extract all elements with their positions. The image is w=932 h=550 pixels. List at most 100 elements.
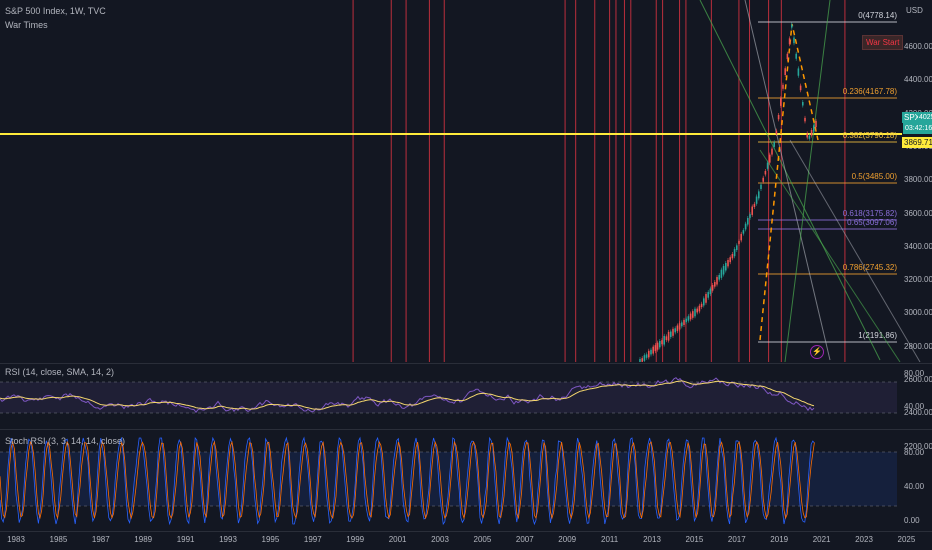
price-axis-label: 3200.00	[904, 275, 932, 285]
candle-body	[645, 354, 648, 358]
candle-body	[696, 308, 698, 313]
candle-body	[656, 342, 659, 350]
candle-body	[694, 308, 696, 317]
war-start-badge[interactable]: War Start	[862, 35, 904, 50]
time-axis-label: 1987	[91, 535, 110, 544]
countdown-tag: 03:42:16	[903, 123, 932, 134]
pane-separator[interactable]	[0, 429, 932, 430]
pane-separator[interactable]	[0, 531, 932, 532]
candle-body	[808, 135, 811, 139]
candle-body	[784, 68, 786, 75]
candle-body	[780, 98, 782, 106]
fib-level-label: 0(4778.14)	[858, 11, 897, 20]
price-pane[interactable]: S&P 500 Index, 1W, TVC War Times USD War…	[0, 0, 932, 451]
time-axis-label: 1993	[219, 535, 237, 544]
candle-body	[766, 162, 769, 169]
candle-body	[639, 359, 641, 362]
candle-body	[806, 133, 808, 138]
symbol-title[interactable]: S&P 500 Index, 1W, TVC	[5, 6, 106, 16]
indicator-title[interactable]: War Times	[5, 20, 48, 30]
candle-body	[648, 350, 650, 358]
candle-body	[742, 230, 745, 234]
time-axis-label: 2015	[685, 535, 704, 544]
fib-level-label: 0.786(2745.32)	[842, 263, 897, 272]
stoch-axis-0: 0.00	[904, 516, 920, 525]
pane-separator[interactable]	[0, 363, 932, 364]
rsi-pane[interactable]: RSI (14, close, SMA, 14, 2) 80.00 40.00	[0, 364, 932, 428]
candle-body	[777, 114, 780, 120]
candle-body	[678, 323, 681, 330]
candle-body	[738, 240, 740, 244]
fib-level-label: 0.65(3097.06)	[847, 218, 897, 227]
candle-body	[744, 223, 747, 230]
trendline	[759, 149, 901, 362]
fib-level-label: 1(2191.86)	[858, 331, 897, 340]
price-axis-label: 3000.00	[904, 308, 932, 318]
candle-body	[716, 277, 718, 285]
candle-body	[683, 319, 685, 325]
candle-body	[674, 328, 676, 333]
candle-body	[659, 340, 661, 348]
lightning-icon[interactable]: ⚡	[810, 345, 824, 359]
stoch-rsi-pane[interactable]: Stoch RSI (3, 3, 14, 14, close) 80.00 40…	[0, 430, 932, 532]
candle-body	[676, 325, 679, 332]
stoch-k-line	[0, 436, 815, 526]
price-axis-label: 2600.00	[904, 375, 932, 384]
candle-body	[689, 313, 692, 320]
candle-body	[775, 130, 778, 135]
time-axis-label: 1985	[49, 535, 68, 544]
time-axis-label: 2005	[473, 535, 492, 544]
candle-body	[667, 331, 670, 341]
candle-body	[700, 303, 703, 308]
time-axis-label: 2003	[431, 535, 449, 544]
symbol-tag: SPX	[902, 112, 923, 123]
candle-body	[782, 84, 784, 89]
fib-level-label: 0.236(4167.78)	[842, 87, 897, 96]
price-axis-label: 2800.00	[904, 341, 932, 351]
rsi-chart[interactable]	[0, 364, 932, 428]
candle-body	[663, 335, 665, 345]
candle-body	[654, 345, 657, 352]
rsi-ma-line	[0, 380, 815, 410]
candle-body	[815, 120, 817, 128]
time-axis-label: 2017	[727, 535, 746, 544]
trendline	[744, 0, 831, 361]
candle-body	[698, 305, 701, 312]
rsi-title[interactable]: RSI (14, close, SMA, 14, 2)	[5, 367, 115, 377]
time-axis-label: 2019	[770, 535, 789, 544]
candle-body	[733, 249, 736, 257]
price-axis-label: 3800.00	[904, 175, 932, 185]
candle-body	[652, 346, 654, 354]
time-axis-label: 1997	[303, 535, 322, 544]
time-axis-label: 1999	[346, 535, 365, 544]
price-axis-label: 3400.00	[904, 241, 932, 251]
candles	[639, 22, 817, 362]
stoch-axis-80: 80.00	[904, 448, 925, 457]
candle-body	[795, 53, 797, 59]
candle-body	[791, 24, 793, 28]
candle-body	[804, 117, 806, 122]
candle-body	[747, 218, 749, 225]
stoch-title[interactable]: Stoch RSI (3, 3, 14, 14, close)	[5, 436, 126, 446]
candle-body	[650, 349, 652, 355]
price-axis-label: 2200.00	[904, 441, 932, 451]
time-axis-label: 2013	[643, 535, 661, 544]
candle-body	[661, 340, 663, 345]
time-axis-label: 2025	[897, 535, 916, 544]
candle-body	[758, 191, 760, 199]
price-chart[interactable]	[0, 0, 932, 362]
rsi-axis-40: 40.00	[904, 402, 925, 411]
candle-body	[802, 102, 804, 106]
candle-body	[740, 233, 742, 241]
trendline	[789, 139, 921, 362]
time-axis-label: 2001	[388, 535, 407, 544]
trendline	[784, 0, 831, 362]
candle-body	[786, 53, 789, 60]
time-axis-label: 1995	[261, 535, 280, 544]
candle-body	[810, 129, 813, 136]
candle-body	[705, 294, 707, 303]
stoch-rsi-chart[interactable]	[0, 430, 932, 532]
trendline	[699, 0, 881, 361]
stoch-axis-40: 40.00	[904, 482, 925, 491]
time-axis[interactable]: 1983 1985 1987 1989 1991 1993 1995 1997 1999 2001…	[0, 532, 932, 550]
